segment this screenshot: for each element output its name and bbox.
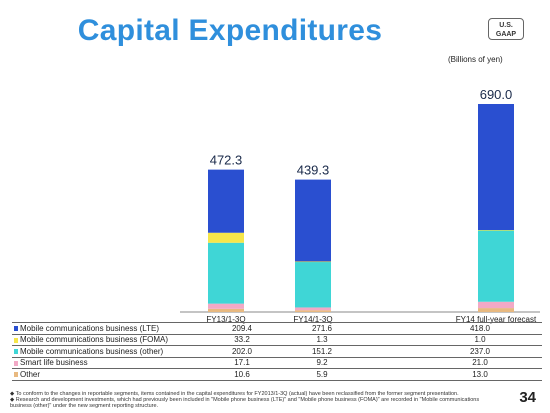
table-row: Other 10.6 5.9 13.0 — [12, 368, 542, 381]
bar-segment-mobile-communications-business-other-3 — [478, 230, 514, 302]
bar-segment-mobile-communications-business-foma-2 — [295, 261, 331, 263]
bar-segment-mobile-communications-business-lte-2 — [295, 179, 331, 262]
total-label-2: 439.3 — [297, 163, 330, 178]
series-name-label: Mobile communications business (FOMA) — [20, 335, 169, 345]
table-row: Mobile communications business (other) 20… — [12, 345, 542, 357]
value-cell: 1.0 — [360, 333, 542, 346]
value-cell: 13.0 — [360, 368, 542, 381]
table-row: Mobile communications business (LTE) 209.… — [12, 322, 542, 334]
bar-segment-smart-life-business-3 — [478, 301, 514, 309]
legend-swatch-icon — [14, 337, 18, 343]
us-gaap-badge: U.S. GAAP — [488, 18, 524, 40]
bar-segment-smart-life-business-1 — [208, 303, 244, 309]
series-name-cell: Mobile communications business (FOMA) — [12, 333, 200, 346]
series-name-label: Mobile communications business (LTE) — [20, 323, 160, 333]
value-cell: 33.2 — [200, 333, 284, 346]
table-row: Mobile communications business (FOMA) 33.… — [12, 333, 542, 346]
series-name-cell: Mobile communications business (LTE) — [12, 322, 200, 334]
footnotes: ◆ To conform to the changes in reportabl… — [10, 391, 510, 410]
category-label-3: FY14 full-year forecast — [456, 315, 537, 324]
value-cell: 271.6 — [284, 322, 360, 334]
value-cell: 202.0 — [200, 345, 284, 357]
category-label-2: FY14/1-3Q — [293, 315, 332, 324]
category-label-1: FY13/1-3Q — [206, 315, 245, 324]
series-name-label: Mobile communications business (other) — [20, 346, 164, 356]
value-cell: 17.1 — [200, 356, 284, 369]
value-cell: 237.0 — [360, 345, 542, 357]
value-cell: 418.0 — [360, 322, 542, 334]
page-title: Capital Expenditures — [77, 14, 383, 47]
bar-segment-other-1 — [208, 308, 244, 312]
series-name-cell: Mobile communications business (other) — [12, 345, 200, 357]
value-cell: 10.6 — [200, 368, 284, 381]
value-cell: 209.4 — [200, 322, 284, 334]
value-cell: 9.2 — [284, 356, 360, 369]
value-cell: 5.9 — [284, 368, 360, 381]
value-cell: 21.0 — [360, 356, 542, 369]
series-name-cell: Other — [12, 368, 200, 381]
bar-segment-mobile-communications-business-lte-1 — [208, 169, 244, 233]
badge-line-2: GAAP — [495, 31, 517, 38]
bar-segment-mobile-communications-business-foma-3 — [478, 230, 514, 231]
series-name-cell: Smart life business — [12, 356, 200, 369]
bar-segment-mobile-communications-business-other-1 — [208, 242, 244, 304]
footnote-3: business (other)" under the new segment … — [10, 403, 159, 410]
bar-segment-other-3 — [478, 308, 514, 312]
bar-segment-mobile-communications-business-lte-3 — [478, 104, 514, 231]
legend-swatch-icon — [14, 326, 18, 332]
total-label-1: 472.3 — [210, 153, 243, 168]
footnote-1: ◆ To conform to the changes in reportabl… — [10, 391, 459, 397]
bar-segment-smart-life-business-2 — [295, 307, 331, 311]
total-label-3: 690.0 — [480, 87, 513, 102]
series-name-label: Other — [20, 369, 41, 379]
units-label: (Billions of yen) — [448, 55, 503, 64]
legend-swatch-icon — [14, 360, 18, 366]
data-table: Mobile communications business (LTE) 209.… — [12, 322, 542, 381]
footnote-2: ◆ Research and development investments, … — [10, 397, 480, 404]
value-cell: 1.3 — [284, 333, 360, 346]
page-number: 34 — [519, 389, 536, 406]
value-cell: 151.2 — [284, 345, 360, 357]
bar-segment-mobile-communications-business-other-2 — [295, 261, 331, 308]
badge-line-1: U.S. — [499, 22, 513, 29]
table-row: Smart life business 17.1 9.2 21.0 — [12, 356, 542, 369]
bar-segment-other-2 — [295, 310, 331, 312]
bar-segment-mobile-communications-business-foma-1 — [208, 232, 244, 243]
legend-swatch-icon — [14, 349, 18, 355]
legend-swatch-icon — [14, 372, 18, 378]
series-name-label: Smart life business — [20, 358, 88, 368]
